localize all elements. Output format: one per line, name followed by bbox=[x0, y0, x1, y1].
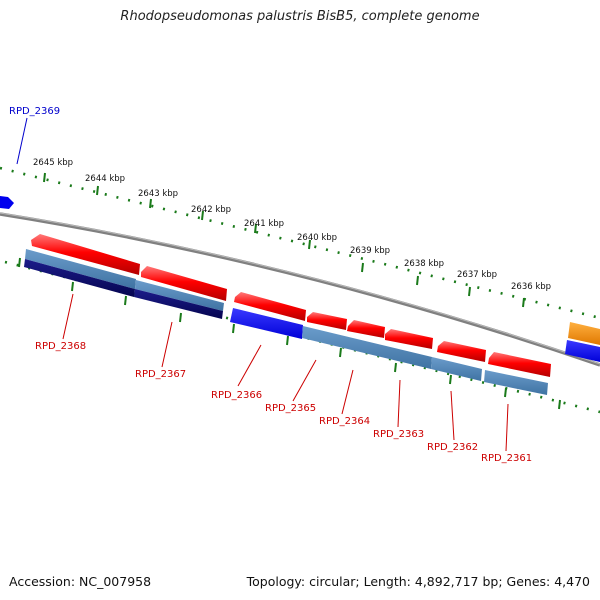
band-steel-1[interactable] bbox=[25, 249, 136, 289]
band-steel-3[interactable] bbox=[302, 326, 432, 369]
gene-label-RPD_2369[interactable]: RPD_2369 bbox=[9, 106, 60, 117]
genome-backbone bbox=[0, 212, 600, 367]
kbp-label-2636: 2636 kbp bbox=[511, 282, 551, 292]
kbp-label-2644: 2644 kbp bbox=[85, 174, 125, 184]
cds-arrow-RPD_2366[interactable] bbox=[234, 292, 306, 321]
cds-arrow-RPD_2364[interactable] bbox=[347, 320, 385, 338]
gene-label-RPD_2362[interactable]: RPD_2362 bbox=[427, 442, 478, 453]
kbp-labels: 2645 kbp 2644 kbp 2643 kbp 2642 kbp 2641… bbox=[33, 158, 551, 292]
gene-label-RPD_2363[interactable]: RPD_2363 bbox=[373, 429, 424, 440]
genome-stats-text: Topology: circular; Length: 4,892,717 bp… bbox=[246, 574, 590, 589]
cds-arrow-RPD_2361[interactable] bbox=[488, 352, 551, 377]
kbp-label-2638: 2638 kbp bbox=[404, 259, 444, 269]
band-navy-2[interactable] bbox=[134, 289, 223, 319]
gene-label-RPD_2364[interactable]: RPD_2364 bbox=[319, 416, 370, 427]
feature-track-lower bbox=[24, 249, 548, 395]
cds-track-red bbox=[31, 234, 551, 377]
cds-arrow-RPD_2369[interactable] bbox=[0, 196, 14, 209]
kbp-label-2642: 2642 kbp bbox=[191, 205, 231, 215]
cds-arrow-RPD_2365[interactable] bbox=[307, 312, 347, 330]
kbp-label-2641: 2641 kbp bbox=[244, 219, 284, 229]
gene-label-RPD_2368[interactable]: RPD_2368 bbox=[35, 341, 86, 352]
cds-arrow-RPD_2367[interactable] bbox=[141, 266, 227, 301]
cds-arrow-RPD_2362[interactable] bbox=[437, 341, 486, 362]
gene-label-RPD_2367[interactable]: RPD_2367 bbox=[135, 369, 186, 380]
cds-arrow-RPD_2368[interactable] bbox=[31, 234, 140, 275]
band-blue-RPD_2366[interactable] bbox=[230, 308, 303, 339]
right-edge-features bbox=[565, 322, 600, 362]
ruler-dots-upper bbox=[0, 166, 600, 320]
cds-blue-partial[interactable] bbox=[565, 340, 600, 362]
kbp-label-2639: 2639 kbp bbox=[350, 246, 390, 256]
kbp-ruler-lower bbox=[4, 257, 600, 414]
cds-orange-partial[interactable] bbox=[568, 322, 600, 345]
gene-labels: RPD_2369 RPD_2368 RPD_2367 RPD_2366 RPD_… bbox=[9, 106, 532, 464]
label-leaders bbox=[16, 117, 509, 452]
genome-title: Rhodopseudomonas palustris BisB5, comple… bbox=[120, 9, 480, 24]
kbp-label-2645: 2645 kbp bbox=[33, 158, 73, 168]
ruler-ticks-lower bbox=[18, 257, 561, 410]
kbp-label-2640: 2640 kbp bbox=[297, 233, 337, 243]
band-navy-1[interactable] bbox=[24, 259, 135, 297]
band-steel-5[interactable] bbox=[484, 370, 548, 395]
band-steel-2[interactable] bbox=[135, 280, 224, 311]
gene-label-RPD_2365[interactable]: RPD_2365 bbox=[265, 403, 316, 414]
gene-label-RPD_2366[interactable]: RPD_2366 bbox=[211, 390, 262, 401]
accession-text: Accession: NC_007958 bbox=[9, 574, 152, 589]
kbp-label-2637: 2637 kbp bbox=[457, 270, 497, 280]
ruler-ticks-upper bbox=[43, 172, 525, 308]
cds-arrow-RPD_2363[interactable] bbox=[385, 329, 433, 349]
kbp-ruler-upper bbox=[0, 166, 600, 320]
kbp-label-2643: 2643 kbp bbox=[138, 189, 178, 199]
gene-label-RPD_2361[interactable]: RPD_2361 bbox=[481, 453, 532, 464]
band-steel-4[interactable] bbox=[431, 357, 482, 381]
